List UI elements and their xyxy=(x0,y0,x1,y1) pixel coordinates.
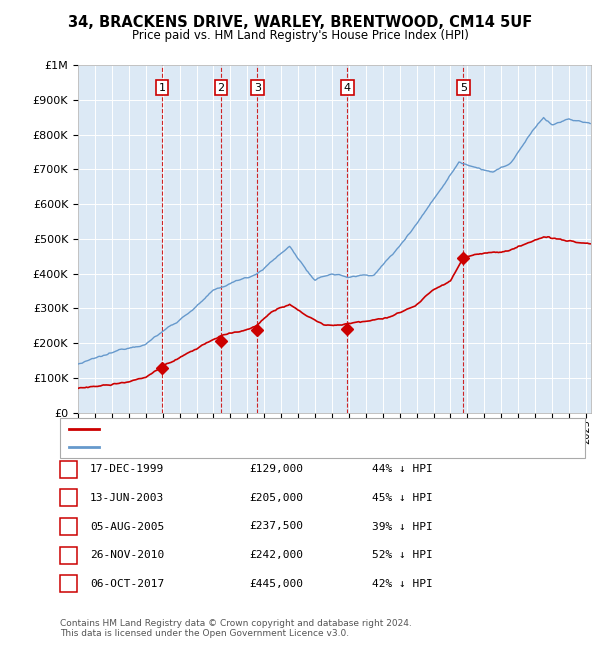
Text: 5: 5 xyxy=(460,83,467,92)
Text: HPI: Average price, detached house, Brentwood: HPI: Average price, detached house, Bren… xyxy=(102,442,351,452)
Text: £205,000: £205,000 xyxy=(249,493,303,503)
Text: £445,000: £445,000 xyxy=(249,578,303,589)
Text: 2: 2 xyxy=(65,493,72,503)
Text: 39% ↓ HPI: 39% ↓ HPI xyxy=(372,521,433,532)
Text: £242,000: £242,000 xyxy=(249,550,303,560)
Text: 17-DEC-1999: 17-DEC-1999 xyxy=(90,464,164,474)
Text: 4: 4 xyxy=(344,83,351,92)
Text: 34, BRACKENS DRIVE, WARLEY, BRENTWOOD, CM14 5UF: 34, BRACKENS DRIVE, WARLEY, BRENTWOOD, C… xyxy=(68,15,532,31)
Text: 13-JUN-2003: 13-JUN-2003 xyxy=(90,493,164,503)
Text: 42% ↓ HPI: 42% ↓ HPI xyxy=(372,578,433,589)
Text: 4: 4 xyxy=(65,550,72,560)
Text: 05-AUG-2005: 05-AUG-2005 xyxy=(90,521,164,532)
Text: 06-OCT-2017: 06-OCT-2017 xyxy=(90,578,164,589)
Text: £129,000: £129,000 xyxy=(249,464,303,474)
Text: 3: 3 xyxy=(65,521,72,532)
Text: Contains HM Land Registry data © Crown copyright and database right 2024.
This d: Contains HM Land Registry data © Crown c… xyxy=(60,619,412,638)
Text: Price paid vs. HM Land Registry's House Price Index (HPI): Price paid vs. HM Land Registry's House … xyxy=(131,29,469,42)
Text: 3: 3 xyxy=(254,83,261,92)
Text: 52% ↓ HPI: 52% ↓ HPI xyxy=(372,550,433,560)
Text: 1: 1 xyxy=(158,83,166,92)
Text: 1: 1 xyxy=(65,464,72,474)
Text: £237,500: £237,500 xyxy=(249,521,303,532)
Text: 34, BRACKENS DRIVE, WARLEY, BRENTWOOD, CM14 5UF (detached house): 34, BRACKENS DRIVE, WARLEY, BRENTWOOD, C… xyxy=(102,424,492,434)
Text: 26-NOV-2010: 26-NOV-2010 xyxy=(90,550,164,560)
Text: 44% ↓ HPI: 44% ↓ HPI xyxy=(372,464,433,474)
Text: 45% ↓ HPI: 45% ↓ HPI xyxy=(372,493,433,503)
Text: 2: 2 xyxy=(218,83,224,92)
Text: 5: 5 xyxy=(65,578,72,589)
